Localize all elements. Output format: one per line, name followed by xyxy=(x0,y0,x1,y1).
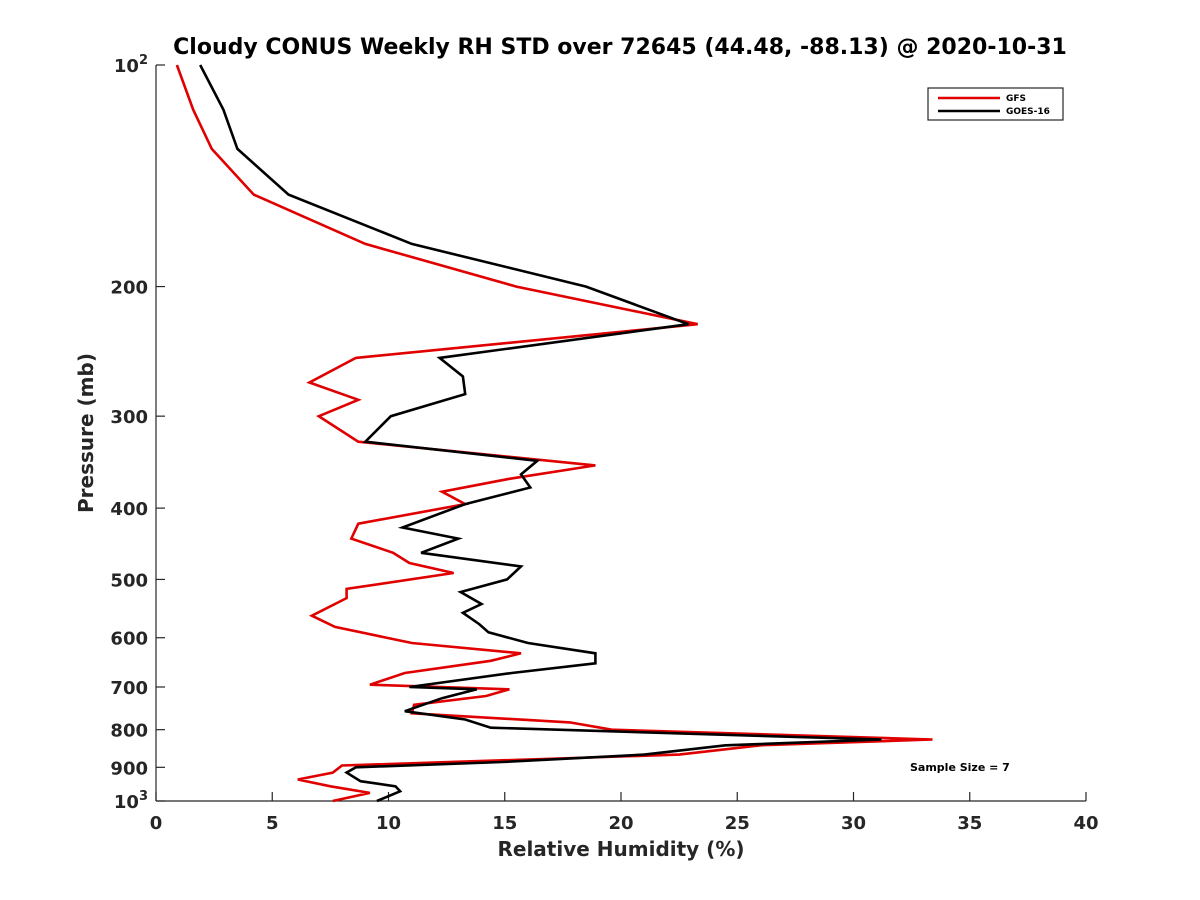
y-tick-label-base: 500 xyxy=(110,570,148,591)
x-tick-label: 10 xyxy=(376,813,401,834)
y-tick-label: 102 xyxy=(114,53,148,77)
x-axis-title: Relative Humidity (%) xyxy=(497,837,744,861)
legend-label-gfs: GFS xyxy=(1006,94,1026,104)
legend: GFS GOES-16 xyxy=(927,87,1064,121)
y-tick-label: 103 xyxy=(114,789,148,813)
legend-label-goes-16: GOES-16 xyxy=(1006,107,1050,117)
series-line-gfs xyxy=(175,64,933,803)
axes xyxy=(155,65,1086,802)
chart-title: Cloudy CONUS Weekly RH STD over 72645 (4… xyxy=(173,35,1067,60)
x-tick-label: 20 xyxy=(608,813,633,834)
sample-size-annotation: Sample Size = 7 xyxy=(910,761,1010,774)
x-tick-label: 0 xyxy=(150,813,163,834)
y-tick-label-base: 10 xyxy=(114,56,139,77)
y-tick-label: 400 xyxy=(110,499,148,520)
series-line-goes-16 xyxy=(199,64,882,803)
y-tick-label: 200 xyxy=(110,278,148,299)
y-tick-label-exponent: 2 xyxy=(139,53,148,68)
x-tick-label: 40 xyxy=(1073,813,1098,834)
y-axis-title: Pressure (mb) xyxy=(74,353,98,513)
x-tick-label: 25 xyxy=(725,813,750,834)
y-tick-label-base: 200 xyxy=(110,278,148,299)
series-group xyxy=(175,64,933,803)
y-tick-label: 900 xyxy=(110,758,148,779)
x-tick-label: 5 xyxy=(266,813,279,834)
y-tick-label: 300 xyxy=(110,407,148,428)
y-tick-label-base: 10 xyxy=(114,792,139,813)
y-tick-label-base: 300 xyxy=(110,407,148,428)
x-tick-label: 30 xyxy=(841,813,866,834)
y-tick-label-base: 900 xyxy=(110,758,148,779)
y-tick-label-base: 800 xyxy=(110,721,148,742)
x-tick-label: 15 xyxy=(492,813,517,834)
y-tick-label-exponent: 3 xyxy=(139,789,148,804)
y-tick-label-base: 400 xyxy=(110,499,148,520)
y-tick-label: 500 xyxy=(110,570,148,591)
y-tick-label: 700 xyxy=(110,678,148,699)
x-tick-label: 35 xyxy=(957,813,982,834)
legend-box xyxy=(927,87,1064,121)
y-tick-label: 600 xyxy=(110,629,148,650)
y-tick-label: 800 xyxy=(110,721,148,742)
y-tick-label-base: 700 xyxy=(110,678,148,699)
y-tick-label-base: 600 xyxy=(110,629,148,650)
x-ticks: 0 5 10 15 20 25 30 35 40 xyxy=(150,792,1099,834)
